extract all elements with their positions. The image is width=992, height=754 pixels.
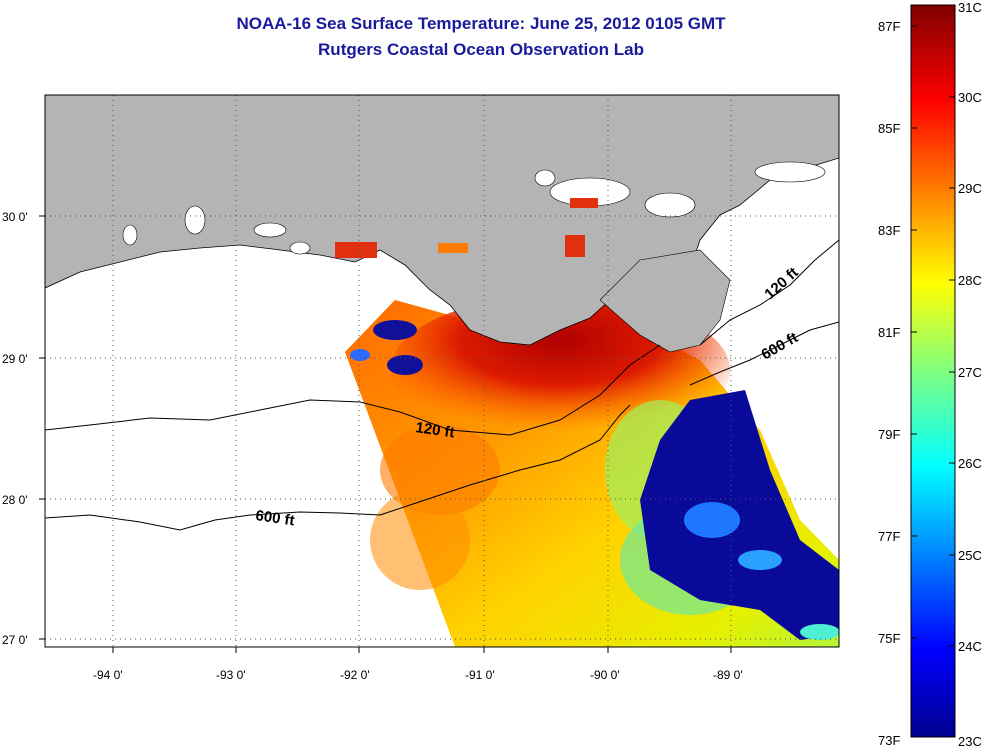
colorbar-f-label: 83F [878,223,900,238]
colorbar-c-label: 31C [958,0,982,15]
lon-label: -90 0' [590,668,620,682]
colorbar-c-label: 23C [958,734,982,749]
lon-label: -93 0' [216,668,246,682]
lake [754,161,826,183]
lon-label: -89 0' [713,668,743,682]
lake [253,222,287,238]
lake [644,192,696,218]
lake [534,169,556,187]
cold-patch [738,550,782,570]
colorbar-f-label: 79F [878,427,900,442]
land [599,249,731,353]
warm-patch [335,242,377,258]
colorbar-f-label: 73F [878,733,900,748]
contour-120ft-east [699,239,839,346]
contour-600ft-east [689,321,839,386]
colorbar-f-label: 87F [878,19,900,34]
colorbar-f-label: 81F [878,325,900,340]
contour-label: 600 ft [254,507,295,529]
colorbar-f-label: 85F [878,121,900,136]
contour-120ft-west [45,344,661,436]
colorbar-f-label: 75F [878,631,900,646]
warm-patch [438,243,468,253]
warm-patch [570,198,598,208]
lon-label: -94 0' [93,668,123,682]
colorbar-c-label: 27C [958,365,982,380]
map-frame [44,94,840,648]
cold-patch [373,320,417,340]
colorbar-c-label: 26C [958,456,982,471]
cold-patch [800,624,839,640]
colorbar-ticks [911,25,955,647]
axis-ticks [39,215,732,653]
lake [122,224,138,246]
cold-patch [350,349,370,361]
colorbar-f-label: 77F [878,529,900,544]
lake [289,241,311,255]
cold-patch [387,355,423,375]
colorbar-c-label: 24C [958,639,982,654]
colorbar-c-label: 25C [958,548,982,563]
lat-label: 27 0' [2,633,28,647]
lat-label: 30 0' [2,210,28,224]
contour-label: 120 ft [414,419,455,441]
lake [184,205,206,235]
colorbar-c-label: 29C [958,181,982,196]
warm-patch [565,235,585,257]
lon-label: -92 0' [340,668,370,682]
map-subtitle: Rutgers Coastal Ocean Observation Lab [318,40,644,59]
lat-label: 28 0' [2,493,28,507]
colorbar-c-label: 28C [958,273,982,288]
lat-label: 29 0' [2,352,28,366]
map-title: NOAA-16 Sea Surface Temperature: June 25… [236,14,726,33]
colorbar [910,4,956,738]
graticule [45,95,839,647]
contour-600ft-west [45,404,631,531]
warm-patch [370,490,470,590]
colorbar-c-label: 30C [958,90,982,105]
cold-water [640,390,839,640]
cold-patch [684,502,740,538]
lon-label: -91 0' [465,668,495,682]
